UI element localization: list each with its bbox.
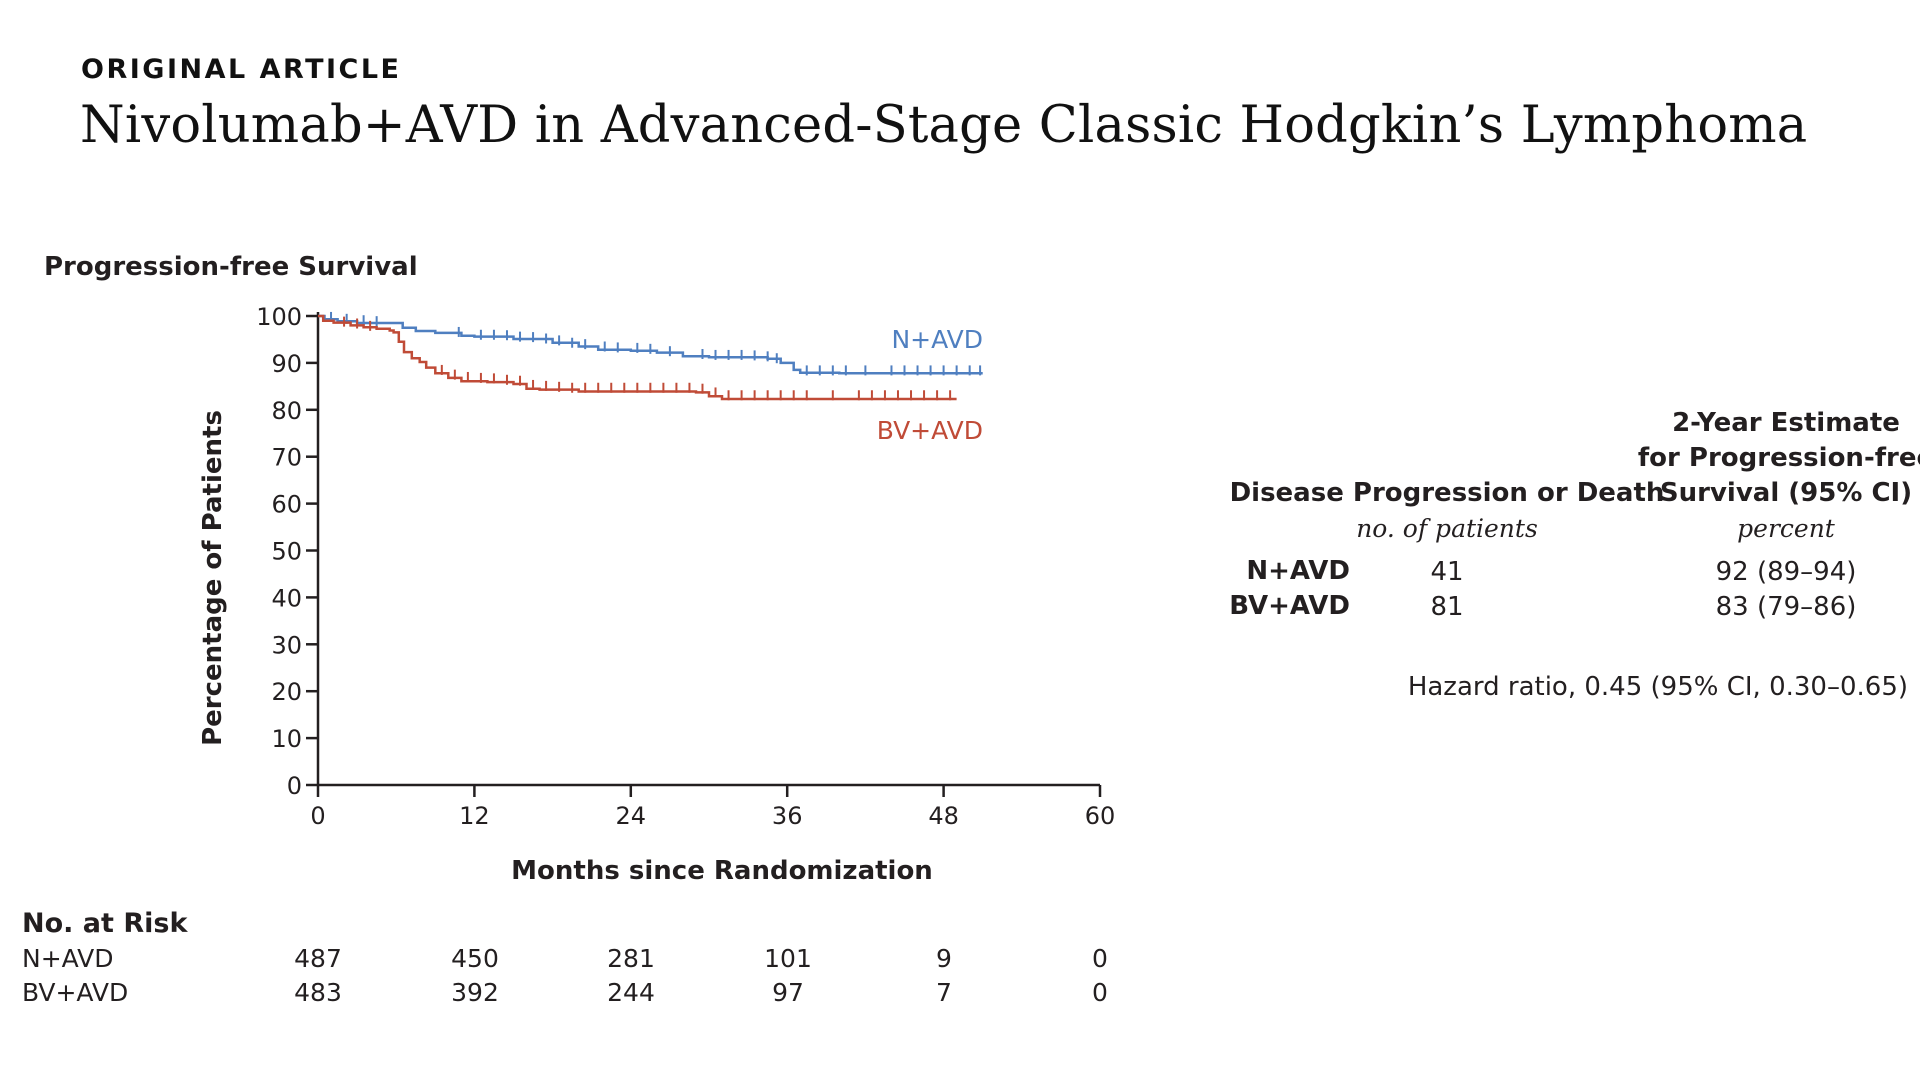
at-risk-value: 483 xyxy=(294,978,342,1007)
at-risk-row-label: BV+AVD xyxy=(22,978,129,1007)
estimate-column-header-line2: for Progression-free xyxy=(1637,443,1920,473)
article-title: Nivolumab+AVD in Advanced-Stage Classic … xyxy=(80,96,1808,155)
at-risk-value: 9 xyxy=(936,944,952,973)
at-risk-value: 97 xyxy=(772,978,804,1007)
y-tick-label: 0 xyxy=(287,772,302,800)
axes: 0 10 20 30 40 50 60 70 80 90 100 0 12 24 36 48 60 xyxy=(256,303,1115,830)
x-tick-label: 48 xyxy=(928,802,959,830)
at-risk-value: 450 xyxy=(451,944,499,973)
events-column-unit: no. of patients xyxy=(1356,514,1538,543)
at-risk-value: 392 xyxy=(451,978,499,1007)
survival-curve xyxy=(318,314,983,375)
summary-row-events: 41 xyxy=(1430,557,1464,587)
y-axis-title: Percentage of Patients xyxy=(198,410,228,746)
survival-curves xyxy=(318,311,983,401)
y-tick-label: 50 xyxy=(271,538,302,566)
y-tick-label: 80 xyxy=(271,397,302,425)
series-label: N+AVD xyxy=(891,325,983,354)
x-tick-label: 0 xyxy=(310,802,325,830)
at-risk-value: 487 xyxy=(294,944,342,973)
y-tick-label: 40 xyxy=(271,584,302,612)
chart-title: Progression-free Survival xyxy=(44,252,418,282)
at-risk-value: 101 xyxy=(764,944,812,973)
x-axis-title: Months since Randomization xyxy=(511,856,933,886)
x-tick-label: 12 xyxy=(459,802,490,830)
summary-row-estimate: 92 (89–94) xyxy=(1715,557,1857,587)
article-type-label: ORIGINAL ARTICLE xyxy=(81,54,402,85)
y-tick-label: 70 xyxy=(271,444,302,472)
x-tick-label: 24 xyxy=(616,802,647,830)
at-risk-value: 0 xyxy=(1092,978,1108,1007)
x-tick-label: 60 xyxy=(1085,802,1116,830)
at-risk-value: 0 xyxy=(1092,944,1108,973)
y-tick-label: 90 xyxy=(271,350,302,378)
estimate-column-unit: percent xyxy=(1737,514,1835,543)
summary-row-label: BV+AVD xyxy=(1229,591,1350,621)
series-label: BV+AVD xyxy=(877,416,983,445)
summary-row-estimate: 83 (79–86) xyxy=(1715,592,1857,622)
events-column-header: Disease Progression or Death xyxy=(1229,478,1665,508)
y-tick-label: 10 xyxy=(271,725,302,753)
x-tick-label: 36 xyxy=(772,802,803,830)
y-tick-label: 20 xyxy=(271,678,302,706)
hazard-ratio: Hazard ratio, 0.45 (95% CI, 0.30–0.65) xyxy=(1407,672,1908,702)
summary-row-label: N+AVD xyxy=(1246,556,1350,586)
at-risk-value: 244 xyxy=(607,978,655,1007)
estimate-column-header-line3: Survival (95% CI) xyxy=(1659,478,1913,508)
y-tick-label: 100 xyxy=(256,303,302,331)
at-risk-value: 7 xyxy=(936,978,952,1007)
y-tick-label: 60 xyxy=(271,491,302,519)
y-tick-label: 30 xyxy=(271,631,302,659)
summary-row-events: 81 xyxy=(1430,592,1464,622)
at-risk-row-label: N+AVD xyxy=(22,944,114,973)
at-risk-title: No. at Risk xyxy=(22,908,188,939)
series-labels: N+AVD BV+AVD xyxy=(877,325,983,445)
estimate-column-header-line1: 2-Year Estimate xyxy=(1672,408,1900,438)
at-risk-value: 281 xyxy=(607,944,655,973)
